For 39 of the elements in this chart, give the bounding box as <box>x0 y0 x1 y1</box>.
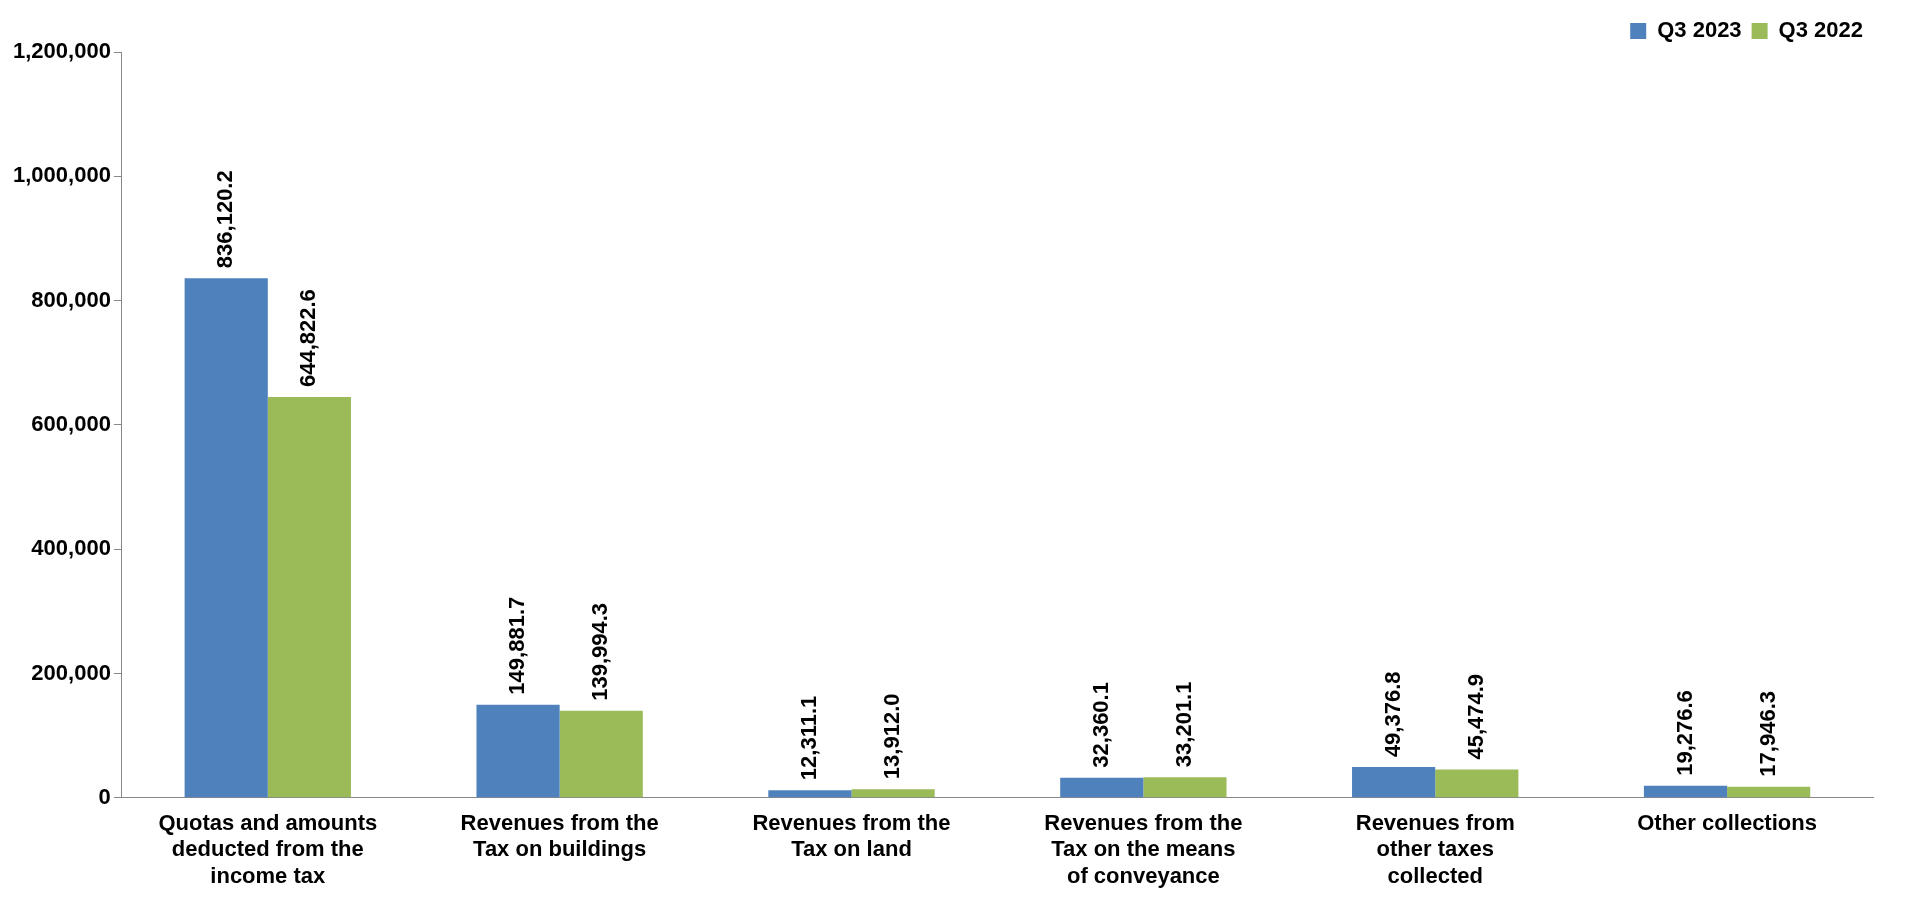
y-tick-label: 600,000 <box>31 410 111 436</box>
y-tick-label: 800,000 <box>31 286 111 312</box>
bar <box>267 397 351 798</box>
bar <box>851 789 935 798</box>
data-label: 45,474.9 <box>1462 673 1488 760</box>
bar <box>184 278 268 798</box>
x-tick-label: Revenues from other taxes collected <box>1355 810 1515 888</box>
data-label: 12,311.1 <box>795 695 821 781</box>
y-tick-label: 1,000,000 <box>13 162 111 188</box>
data-label: 644,822.6 <box>295 289 321 388</box>
data-label: 836,120.2 <box>212 170 238 269</box>
bar <box>1435 769 1519 798</box>
data-label: 13,912.0 <box>879 693 905 780</box>
x-tick-label: Quotas and amounts deducted from the income tax <box>158 810 378 888</box>
y-tick-label: 1,200,000 <box>13 38 111 64</box>
data-label: 32,360.1 <box>1087 682 1113 768</box>
data-label: 19,276.6 <box>1671 690 1697 776</box>
data-label: 17,946.3 <box>1754 691 1780 777</box>
y-tick-label: 400,000 <box>31 535 111 561</box>
x-tick-label: Revenues from the Tax on land <box>752 810 951 862</box>
legend-label: Q3 2023 <box>1657 17 1742 43</box>
bar <box>1727 786 1811 798</box>
bar <box>1352 767 1436 798</box>
x-tick-label: Revenues from the Tax on buildings <box>460 810 659 862</box>
bar <box>559 710 643 798</box>
data-label: 149,881.7 <box>504 596 530 695</box>
bar <box>1060 777 1144 798</box>
data-label: 33,201.1 <box>1171 681 1197 768</box>
data-label: 139,994.3 <box>587 602 613 701</box>
x-tick-label: Other collections <box>1637 810 1817 836</box>
bar <box>768 790 852 798</box>
y-tick-label: 0 <box>98 783 111 809</box>
x-tick-label: Revenues from the Tax on the means of conveyance <box>1044 810 1243 888</box>
legend-label: Q3 2022 <box>1778 17 1863 43</box>
bar <box>476 704 560 798</box>
data-label: 49,376.8 <box>1379 671 1405 758</box>
bar <box>1643 785 1728 798</box>
y-tick-label: 200,000 <box>31 659 111 685</box>
bar <box>1143 777 1227 798</box>
